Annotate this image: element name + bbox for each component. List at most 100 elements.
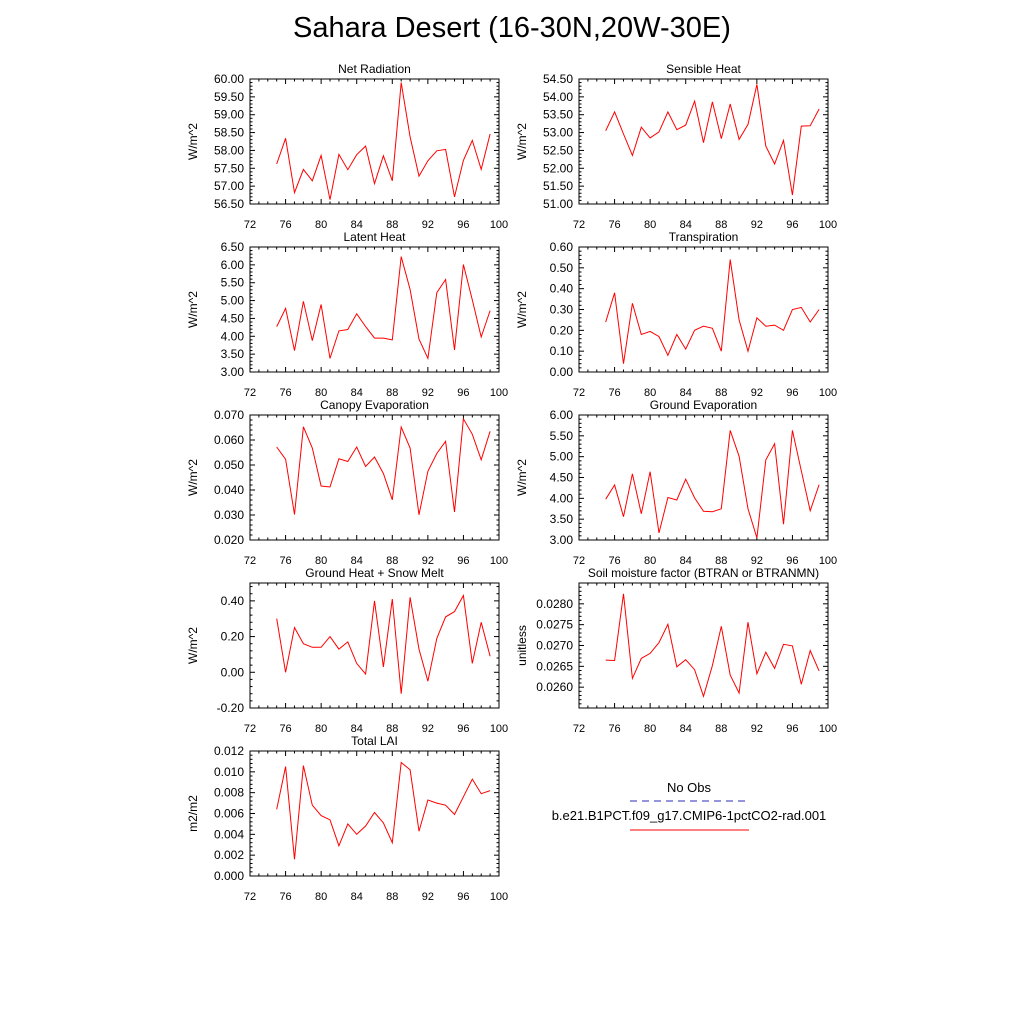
x-tick-label: 92 [751,387,763,399]
y-axis-label: W/m^2 [515,291,529,328]
x-tick-label: 80 [644,723,656,735]
x-tick-label: 92 [422,387,434,399]
y-tick-label: 3.50 [550,512,574,526]
y-tick-label: 0.070 [214,408,244,422]
panel-title: Net Radiation [338,62,411,76]
y-tick-label: 0.060 [214,433,244,447]
y-axis-label: W/m^2 [186,123,200,160]
x-tick-label: 84 [680,723,692,735]
y-tick-label: 54.50 [543,72,573,86]
y-tick-label: 52.50 [543,143,573,157]
x-tick-label: 92 [751,555,763,567]
x-tick-label: 88 [386,387,398,399]
x-tick-label: 96 [457,891,469,903]
y-tick-label: 53.50 [543,108,573,122]
y-tick-label: 0.60 [550,240,574,254]
x-tick-label: 88 [386,891,398,903]
y-tick-label: 3.00 [550,533,574,547]
x-tick-label: 80 [644,555,656,567]
series-line [605,84,820,196]
x-tick-label: 100 [819,555,837,567]
panel-4: 72 76 80 84 88 92 96 100 0.00 0.10 0.20 0.30 0.40 0.5… [515,230,837,399]
y-tick-label: 0.30 [550,303,574,317]
y-tick-label: 59.00 [214,108,244,122]
panel-5: 72 76 80 84 88 92 96 100 0.020 0.030 0.040 0.050 0.0… [186,398,508,567]
y-tick-label: 6.50 [221,240,245,254]
x-tick-label: 72 [573,723,585,735]
x-tick-label: 92 [422,219,434,231]
panel-8: 72 76 80 84 88 92 96 100 0.0260 0.0265 0.0270 0.027… [515,566,837,735]
y-tick-label: 5.00 [550,450,574,464]
y-tick-label: 0.0260 [536,680,573,694]
figure-title: Sahara Desert (16-30N,20W-30E) [293,12,731,44]
panel-7: 72 76 80 84 88 92 96 100 -0.20 0.00 0.20 0.40 Ground… [186,566,508,735]
y-axis-label: W/m^2 [186,291,200,328]
y-tick-label: 58.00 [214,143,244,157]
y-tick-label: 57.50 [214,161,244,175]
x-tick-label: 92 [751,219,763,231]
y-tick-label: 54.00 [543,90,573,104]
y-tick-label: 0.050 [214,458,244,472]
x-tick-label: 100 [490,219,508,231]
x-tick-label: 72 [244,219,256,231]
x-tick-label: 88 [715,723,727,735]
y-tick-label: 3.00 [221,365,245,379]
y-tick-label: 0.030 [214,508,244,522]
x-tick-label: 96 [786,387,798,399]
panel-title: Latent Heat [343,230,406,244]
y-tick-label: 4.50 [550,471,574,485]
x-tick-label: 76 [608,723,620,735]
y-tick-label: 0.0275 [536,618,573,632]
x-tick-label: 92 [422,723,434,735]
x-tick-label: 84 [351,723,363,735]
x-tick-label: 92 [751,723,763,735]
x-tick-label: 100 [490,387,508,399]
x-tick-label: 80 [644,387,656,399]
x-tick-label: 96 [786,219,798,231]
x-tick-label: 72 [244,555,256,567]
x-tick-label: 84 [351,219,363,231]
series-line [605,593,820,698]
x-tick-label: 100 [819,723,837,735]
y-tick-label: 0.008 [214,786,244,800]
series-line [605,430,820,539]
x-tick-label: 88 [715,219,727,231]
x-tick-label: 80 [644,219,656,231]
x-tick-label: 96 [786,723,798,735]
panel-9: 72 76 80 84 88 92 96 100 0.000 0.002 0.004 0.006 0.0… [186,734,508,903]
y-tick-label: 0.10 [550,344,574,358]
x-tick-label: 72 [573,555,585,567]
y-tick-label: 4.50 [221,311,245,325]
series-line [276,761,491,860]
x-tick-label: 100 [490,891,508,903]
y-tick-label: 5.50 [550,429,574,443]
panel-6: 72 76 80 84 88 92 96 100 3.00 3.50 4.00 4.50 5.00 5.5… [515,398,837,567]
x-tick-label: 80 [315,891,327,903]
y-tick-label: 3.50 [221,347,245,361]
panel-2: 72 76 80 84 88 92 96 100 51.00 51.50 52.00 52.50 53.… [515,62,837,231]
x-tick-label: 76 [279,219,291,231]
x-tick-label: 92 [422,891,434,903]
y-axis-label: W/m^2 [186,459,200,496]
panel-title: Soil moisture factor (BTRAN or BTRANMN) [588,566,819,580]
x-tick-label: 76 [279,555,291,567]
y-tick-label: 0.50 [550,261,574,275]
panel-title: Ground Heat + Snow Melt [305,566,444,580]
x-tick-label: 88 [715,555,727,567]
y-tick-label: 0.40 [221,594,245,608]
series-line [276,417,491,515]
x-tick-label: 76 [279,723,291,735]
y-tick-label: 57.00 [214,179,244,193]
y-tick-label: 4.00 [550,491,574,505]
x-tick-label: 100 [819,219,837,231]
x-tick-label: 76 [279,891,291,903]
x-tick-label: 80 [315,387,327,399]
panel-frame [578,414,829,541]
x-tick-label: 72 [244,387,256,399]
y-tick-label: 0.000 [214,869,244,883]
legend-obs-label: No Obs [667,780,712,795]
y-tick-label: 0.0280 [536,597,573,611]
y-tick-label: 0.004 [214,827,244,841]
x-tick-label: 92 [422,555,434,567]
y-axis-label: unitless [515,625,529,666]
